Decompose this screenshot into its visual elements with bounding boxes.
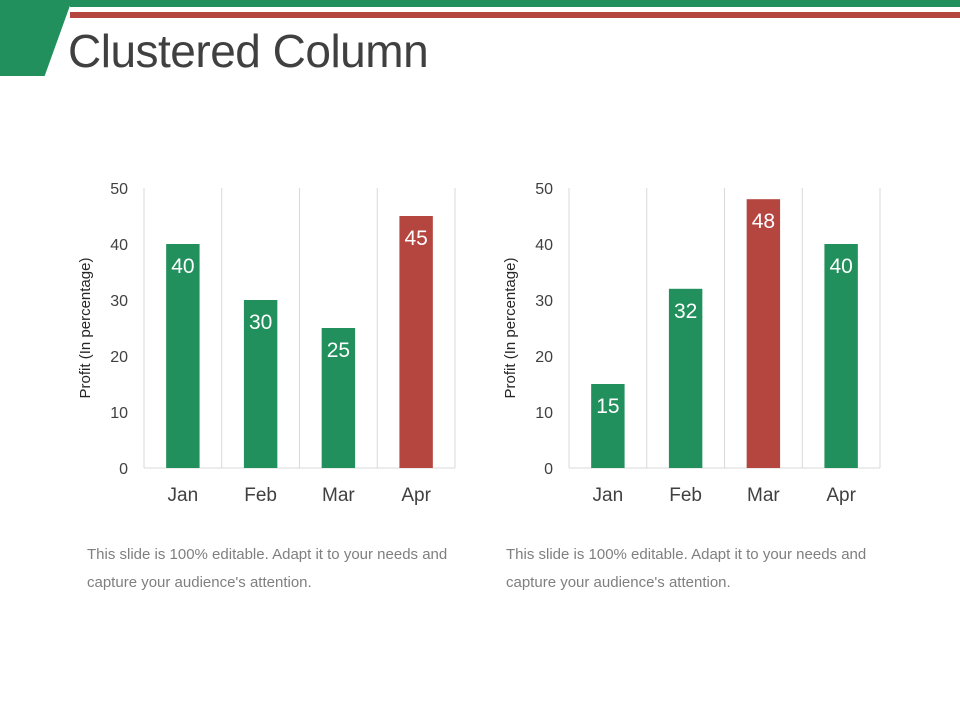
- bar-apr: [399, 216, 433, 468]
- y-tick-label: 0: [544, 461, 553, 478]
- x-tick-label: Mar: [322, 485, 355, 506]
- y-axis-title: Profit (In percentage): [502, 258, 519, 399]
- caption-right: This slide is 100% editable. Adapt it to…: [506, 546, 867, 591]
- x-tick-label: Feb: [244, 485, 277, 506]
- x-tick-label: Jan: [593, 485, 624, 506]
- bar-mar: [746, 199, 781, 468]
- data-label-feb: 32: [674, 300, 697, 323]
- header-corner-tab: [0, 0, 72, 76]
- data-label-jan: 15: [596, 395, 619, 418]
- data-label-jan: 40: [171, 255, 194, 278]
- x-tick-label: Feb: [669, 485, 702, 506]
- x-tick-label: Apr: [826, 485, 856, 506]
- y-tick-label: 20: [110, 349, 128, 366]
- y-tick-label: 0: [119, 461, 128, 478]
- y-tick-label: 40: [110, 237, 128, 254]
- x-tick-label: Mar: [747, 485, 780, 506]
- y-tick-label: 50: [535, 181, 553, 198]
- bar-jan: [166, 244, 200, 468]
- y-tick-label: 30: [110, 293, 128, 310]
- header-stripe-red: [70, 12, 960, 18]
- data-label-feb: 30: [249, 311, 272, 334]
- y-tick-label: 30: [535, 293, 553, 310]
- bar-mar: [321, 328, 356, 468]
- y-tick-label: 10: [110, 405, 128, 422]
- y-tick-label: 40: [535, 237, 553, 254]
- chart-right: 0 10 20 30 40 50 Profit (In percentage) 15 Jan 32…: [502, 181, 881, 506]
- x-tick-label: Apr: [401, 485, 431, 506]
- y-tick-label: 20: [535, 349, 553, 366]
- data-label-apr: 40: [829, 255, 852, 278]
- caption-left: This slide is 100% editable. Adapt it to…: [87, 546, 448, 591]
- bar-apr: [824, 244, 858, 468]
- bar-feb: [668, 288, 703, 468]
- x-tick-label: Jan: [168, 485, 199, 506]
- data-label-apr: 45: [404, 227, 427, 250]
- slide-title: Clustered Column: [68, 25, 429, 77]
- chart-left: 0 10 20 30 40 50 Profit (In percentage) 40 Jan 30…: [77, 181, 456, 506]
- y-axis-title: Profit (In percentage): [77, 258, 94, 399]
- data-label-mar: 48: [752, 210, 775, 233]
- data-label-mar: 25: [327, 339, 350, 362]
- bar-feb: [243, 300, 278, 468]
- y-tick-label: 50: [110, 181, 128, 198]
- header-stripe-green: [70, 0, 960, 7]
- y-tick-label: 10: [535, 405, 553, 422]
- bar-jan: [591, 384, 625, 468]
